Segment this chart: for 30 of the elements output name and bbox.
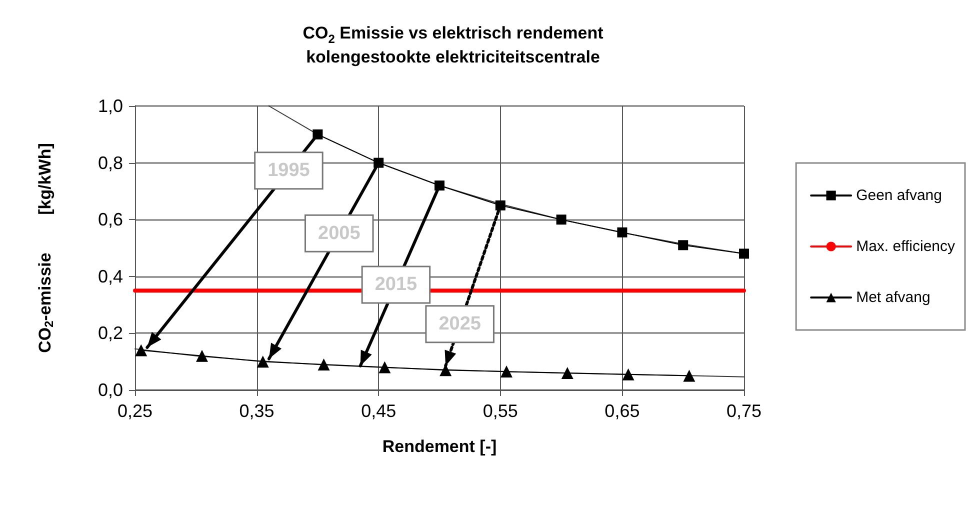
point: [318, 358, 330, 370]
y-tick-label: 1,0: [98, 96, 123, 116]
x-tick-label: 0,35: [239, 401, 274, 421]
point: [135, 344, 148, 356]
point: [561, 366, 574, 379]
y-tick-label: 0,0: [98, 380, 123, 400]
point: [617, 227, 628, 238]
y-tick-label: 0,8: [98, 152, 123, 173]
legend-label: Met afvang: [856, 289, 930, 306]
point: [678, 240, 688, 250]
x-tick-label: 0,45: [361, 401, 396, 421]
legend-label: Geen afvang: [856, 187, 942, 204]
y-tick-label: 0,4: [98, 266, 123, 286]
point: [683, 370, 696, 382]
point: [256, 356, 269, 368]
point: [196, 350, 208, 362]
point: [622, 368, 634, 380]
point: [500, 366, 512, 378]
x-axis-title: Rendement [-]: [382, 437, 497, 456]
x-tick-label: 0,25: [117, 401, 153, 421]
x-tick-label: 0,65: [604, 401, 640, 421]
point: [739, 248, 749, 259]
x-tick-label: 0,55: [482, 401, 518, 421]
y-tick-label: 0,2: [98, 323, 123, 344]
point: [556, 214, 566, 225]
x-tick-label: 0,75: [726, 401, 762, 421]
y-tick-label: 0,6: [98, 210, 123, 230]
point: [378, 361, 391, 374]
y-axis-title: CO2-emissie [kg/kWh]: [36, 143, 56, 353]
legend-label: Max. efficiency: [856, 238, 956, 255]
